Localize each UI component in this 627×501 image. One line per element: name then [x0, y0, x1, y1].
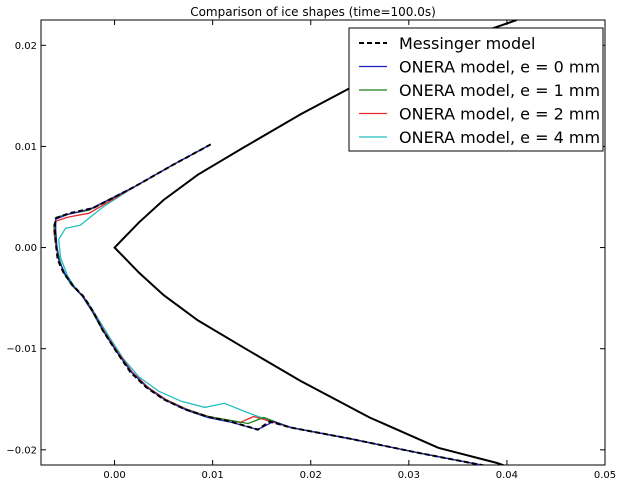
- y-tick-label: −0.02: [6, 445, 37, 456]
- clean-airfoil-line: [113, 20, 518, 465]
- legend-label-1: ONERA model, e = 0 mm: [399, 58, 600, 77]
- legend-label-0: Messinger model: [399, 34, 535, 53]
- y-tick-label: 0.00: [15, 243, 37, 254]
- series-layer: [53, 20, 518, 465]
- chart-title: Comparison of ice shapes (time=100.0s): [190, 5, 436, 19]
- series-line-0: [53, 143, 487, 465]
- axis-ticks: 0.00 0.01 0.02 0.03 0.04 0.05 0.02 0.01 0.00 −0.0…: [6, 20, 616, 481]
- x-tick-label: 0.01: [202, 470, 224, 481]
- legend-label-2: ONERA model, e = 1 mm: [399, 81, 600, 100]
- y-tick-label: 0.02: [15, 41, 37, 52]
- legend-label-4: ONERA model, e = 4 mm: [399, 128, 600, 147]
- legend-label-3: ONERA model, e = 2 mm: [399, 105, 600, 124]
- x-tick-label: 0.03: [398, 470, 420, 481]
- legend: Messinger model ONERA model, e = 0 mm ONER…: [348, 27, 604, 152]
- x-tick-label: 0.05: [594, 470, 616, 481]
- y-tick-label: 0.01: [15, 142, 37, 153]
- legend-box: [348, 27, 604, 152]
- x-tick-label: 0.04: [496, 470, 518, 481]
- x-tick-label: 0.00: [103, 470, 125, 481]
- y-tick-label: −0.01: [6, 344, 37, 355]
- x-tick-label: 0.02: [300, 470, 322, 481]
